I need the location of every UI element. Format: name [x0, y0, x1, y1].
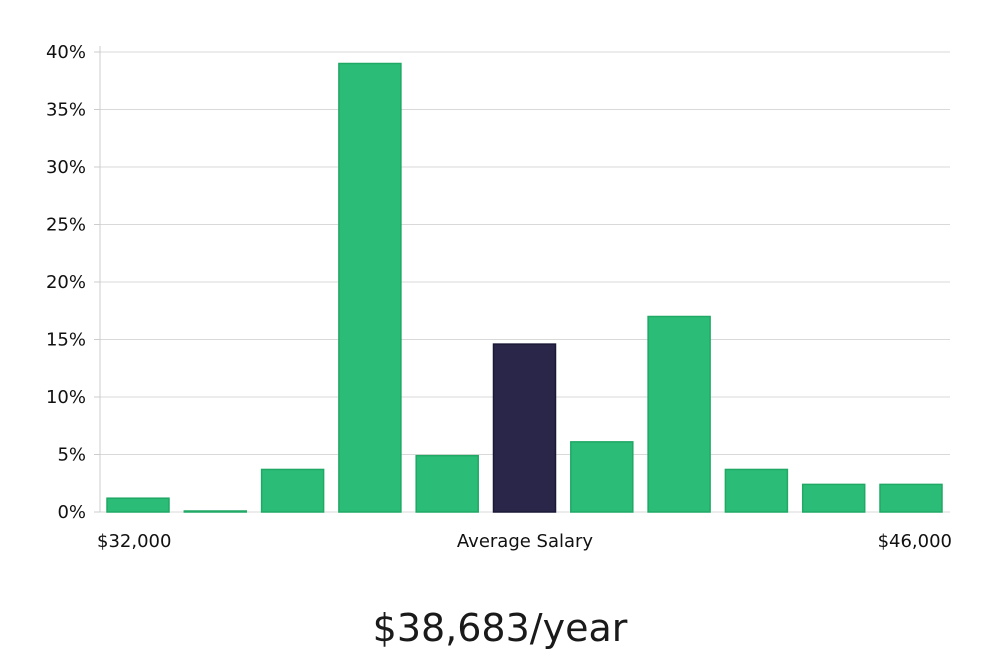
- y-tick-label: 30%: [46, 157, 86, 178]
- bars: [106, 62, 943, 513]
- x-axis-max-label: $46,000: [878, 531, 952, 552]
- bar: [183, 510, 248, 513]
- bar: [879, 483, 943, 513]
- x-axis-min-label: $32,000: [97, 531, 171, 552]
- bar-highlighted: [492, 343, 557, 513]
- bar: [338, 62, 402, 513]
- bar: [724, 468, 789, 513]
- bar: [260, 468, 325, 513]
- y-tick-label: 25%: [46, 215, 86, 236]
- bar: [570, 441, 634, 513]
- bar: [106, 497, 170, 513]
- y-tick-label: 0%: [57, 502, 86, 523]
- average-salary-value: $38,683/year: [372, 606, 628, 650]
- y-tick-label: 10%: [46, 387, 86, 408]
- y-tick-label: 20%: [46, 272, 86, 293]
- x-axis-label: Average Salary: [457, 531, 594, 552]
- bar: [801, 483, 866, 513]
- y-tick-label: 35%: [46, 100, 86, 121]
- bar: [647, 315, 711, 513]
- bar: [415, 454, 479, 513]
- y-tick-label: 5%: [57, 445, 86, 466]
- y-tick-label: 15%: [46, 330, 86, 351]
- y-axis-tick-labels: 0% 5% 10% 15% 20% 25% 30% 35% 40%: [46, 42, 86, 523]
- salary-histogram-chart: 0% 5% 10% 15% 20% 25% 30% 35% 40% $32,000 Averag…: [46, 42, 952, 552]
- y-tick-label: 40%: [46, 42, 86, 63]
